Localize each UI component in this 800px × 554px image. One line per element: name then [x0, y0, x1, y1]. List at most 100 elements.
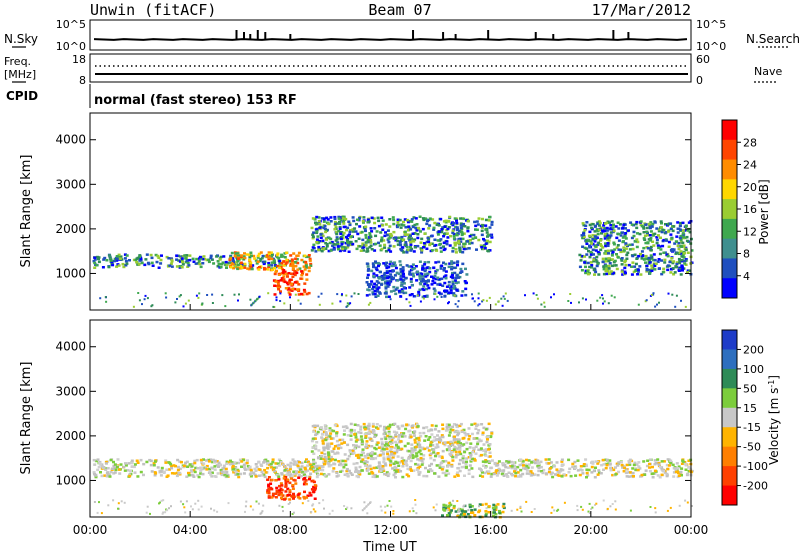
heatmap-cell: [456, 442, 460, 445]
heatmap-cell: [211, 458, 215, 462]
heatmap-cell: [569, 474, 573, 478]
heatmap-cell: [444, 274, 448, 277]
heatmap-cell: [369, 301, 372, 304]
heatmap-cell: [557, 474, 561, 477]
heatmap-cell: [459, 422, 463, 426]
heatmap-cell: [683, 259, 687, 263]
heatmap-cell: [402, 278, 406, 282]
heatmap-cell: [450, 465, 454, 468]
heatmap-cell: [381, 465, 385, 468]
heatmap-cell: [443, 443, 447, 447]
y-tick-label: 4000: [55, 340, 86, 354]
heatmap-cell: [670, 257, 674, 260]
heatmap-cell: [183, 506, 186, 509]
heatmap-cell: [449, 428, 453, 431]
heatmap-cell: [680, 467, 684, 470]
heatmap-cell: [335, 439, 339, 443]
heatmap-cell: [455, 241, 459, 245]
heatmap-cell: [405, 218, 409, 222]
heatmap-cell: [434, 438, 438, 442]
heatmap-cell: [381, 224, 385, 227]
heatmap-cell: [416, 463, 420, 466]
nsearch-tick-bottom: 10^0: [696, 40, 726, 53]
heatmap-cell: [220, 262, 224, 266]
heatmap-cell: [444, 270, 448, 273]
heatmap-cell: [122, 465, 126, 469]
heatmap-cell: [361, 458, 365, 461]
heatmap-cell: [648, 272, 652, 275]
heatmap-cell: [225, 266, 228, 269]
heatmap-cell: [275, 296, 278, 299]
heatmap-cell: [431, 280, 435, 283]
heatmap-cell: [349, 229, 352, 232]
heatmap-cell: [409, 468, 413, 471]
heatmap-cell: [681, 267, 685, 270]
heatmap-cell: [253, 467, 257, 471]
heatmap-cell: [257, 468, 261, 471]
heatmap-cell: [197, 475, 201, 479]
heatmap-cell: [461, 251, 465, 254]
heatmap-cell: [460, 231, 464, 234]
heatmap-cell: [684, 248, 688, 252]
heatmap-cell: [447, 291, 451, 294]
heatmap-cell: [487, 448, 491, 451]
heatmap-cell: [506, 466, 510, 469]
heatmap-cell: [452, 237, 456, 240]
heatmap-cell: [428, 224, 432, 227]
heatmap-cell: [418, 282, 422, 285]
heatmap-cell: [240, 254, 244, 257]
heatmap-cell: [244, 505, 247, 508]
heatmap-cell: [480, 245, 484, 249]
heatmap-cell: [639, 273, 643, 276]
heatmap-cell: [490, 223, 494, 226]
heatmap-cell: [246, 267, 250, 270]
heatmap-cell: [274, 496, 278, 499]
heatmap-cell: [327, 222, 331, 226]
heatmap-cell: [460, 233, 464, 237]
heatmap-cell: [458, 458, 462, 462]
heatmap-cell: [599, 226, 603, 229]
heatmap-cell: [99, 463, 103, 466]
heatmap-cell: [403, 230, 407, 234]
heatmap-cell: [304, 470, 308, 473]
heatmap-cell: [621, 240, 625, 244]
heatmap-cell: [449, 503, 453, 507]
heatmap-cell: [607, 239, 611, 242]
heatmap-cell: [628, 243, 632, 247]
heatmap-cell: [383, 243, 387, 247]
heatmap-cell: [323, 224, 327, 228]
heatmap-cell: [317, 449, 321, 452]
heatmap-cell: [390, 452, 394, 456]
heatmap-cell: [303, 481, 307, 484]
heatmap-cell: [280, 262, 284, 265]
heatmap-cell: [439, 292, 442, 296]
heatmap-cell: [279, 300, 282, 302]
colorbar-tick-label: 200: [743, 343, 764, 356]
heatmap-cell: [605, 229, 609, 232]
colorbar-cell: [722, 485, 737, 506]
heatmap-cell: [323, 424, 327, 427]
heatmap-cell: [413, 430, 417, 433]
heatmap-cell: [401, 238, 405, 242]
heatmap-cell: [578, 301, 580, 304]
heatmap-cell: [216, 260, 220, 263]
heatmap-cell: [193, 470, 197, 474]
heatmap-cell: [303, 268, 307, 271]
heatmap-cell: [615, 236, 619, 240]
heatmap-cell: [428, 464, 432, 467]
heatmap-cell: [352, 219, 356, 223]
heatmap-cell: [288, 293, 292, 296]
heatmap-cell: [233, 265, 237, 268]
heatmap-cell: [364, 244, 368, 247]
heatmap-cell: [366, 456, 370, 460]
heatmap-cell: [596, 473, 600, 476]
heatmap-cell: [390, 441, 394, 445]
heatmap-cell: [149, 463, 153, 467]
heatmap-cell: [486, 435, 490, 438]
heatmap-cell: [434, 271, 438, 275]
heatmap-cell: [316, 469, 320, 472]
heatmap-cell: [317, 295, 320, 298]
heatmap-cell: [176, 468, 180, 472]
heatmap-cell: [429, 452, 433, 455]
